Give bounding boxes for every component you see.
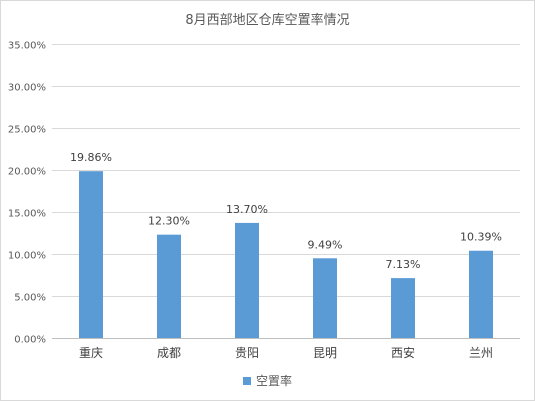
bars — [79, 171, 493, 338]
bar — [157, 234, 181, 338]
y-tick-label: 10.00% — [8, 251, 46, 262]
data-label: 10.39% — [460, 231, 502, 244]
bar — [313, 258, 337, 338]
y-tick-label: 15.00% — [8, 209, 46, 220]
chart-title: 8月西部地区仓库空置率情况 — [185, 13, 350, 28]
y-tick-label: 25.00% — [8, 125, 46, 136]
y-tick-label: 30.00% — [8, 83, 46, 94]
x-axis-ticks: 重庆 成都 贵阳 昆明 西安 兰州 — [79, 345, 493, 360]
bar — [79, 171, 103, 338]
bar — [391, 278, 415, 338]
x-tick-label: 重庆 — [79, 346, 103, 360]
bar — [469, 250, 493, 338]
data-label: 9.49% — [308, 238, 343, 251]
y-tick-label: 35.00% — [8, 41, 46, 52]
x-tick-label: 兰州 — [469, 346, 493, 360]
data-label: 7.13% — [386, 258, 421, 271]
bar — [235, 222, 259, 338]
legend-swatch — [242, 376, 251, 385]
legend: 空置率 — [0, 372, 535, 389]
y-axis-ticks: 0.00% 5.00% 10.00% 15.00% 20.00% 25.00% 30.00%… — [8, 41, 46, 346]
x-tick-label: 昆明 — [313, 346, 337, 360]
data-label: 12.30% — [148, 215, 190, 228]
data-label: 13.70% — [226, 203, 268, 216]
legend-label: 空置率 — [255, 374, 292, 388]
x-tick-label: 成都 — [157, 346, 181, 360]
data-label: 19.86% — [70, 151, 112, 164]
x-tick-label: 西安 — [391, 345, 415, 360]
y-tick-label: 5.00% — [14, 293, 46, 304]
gridlines — [52, 44, 520, 339]
y-tick-label: 0.00% — [14, 335, 46, 346]
y-tick-label: 20.00% — [8, 167, 46, 178]
data-labels: 19.86% 12.30% 13.70% 9.49% 7.13% 10.39% — [70, 151, 502, 271]
x-tick-label: 贵阳 — [235, 346, 259, 360]
